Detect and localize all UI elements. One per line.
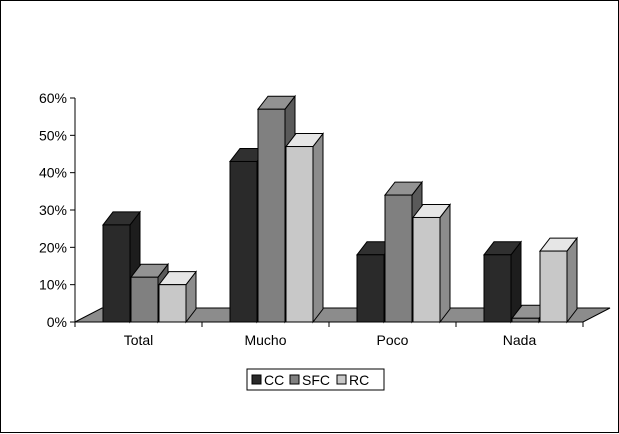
y-tick-label: 60% — [39, 90, 67, 106]
legend-swatch — [251, 374, 262, 385]
y-tick-label: 10% — [39, 277, 67, 293]
legend-label: CC — [264, 372, 284, 388]
category-label: Mucho — [244, 332, 286, 348]
bar-rc-mucho — [284, 132, 325, 324]
bar-rc-poco — [411, 202, 452, 324]
bar-rc-nada — [538, 236, 579, 324]
legend-label: RC — [349, 372, 369, 388]
legend-label: SFC — [302, 372, 330, 388]
bars-layer — [101, 94, 579, 324]
legend-box — [246, 368, 385, 391]
legend: CC SFC RC — [246, 368, 385, 391]
axis-layer: 0% 10% 20% 30% 40% 50% 60% Total Mucho Poco Nada — [39, 90, 584, 348]
category-label: Nada — [503, 332, 537, 348]
legend-swatch — [289, 374, 300, 385]
y-tick-label: 0% — [47, 314, 67, 330]
bar-rc-total — [157, 270, 198, 324]
category-label: Poco — [377, 332, 409, 348]
bar-cc-nada — [482, 240, 523, 324]
legend-swatch — [336, 374, 347, 385]
y-tick-label: 40% — [39, 165, 67, 181]
category-label: Total — [124, 332, 154, 348]
y-tick-label: 30% — [39, 202, 67, 218]
y-tick-label: 20% — [39, 239, 67, 255]
y-tick-label: 50% — [39, 127, 67, 143]
